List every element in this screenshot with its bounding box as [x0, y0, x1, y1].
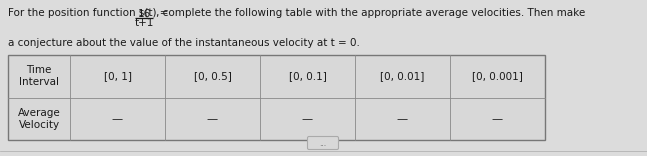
Text: , complete the following table with the appropriate average velocities. Then mak: , complete the following table with the …	[156, 8, 586, 18]
Text: a conjecture about the value of the instantaneous velocity at t = 0.: a conjecture about the value of the inst…	[8, 38, 360, 48]
Text: [0, 0.01]: [0, 0.01]	[380, 71, 424, 81]
Text: [0, 0.1]: [0, 0.1]	[289, 71, 327, 81]
Bar	[8, 55, 545, 140]
Text: —: —	[112, 114, 123, 124]
FancyBboxPatch shape	[307, 136, 338, 149]
Text: [0, 0.5]: [0, 0.5]	[193, 71, 232, 81]
Text: [0, 0.001]: [0, 0.001]	[472, 71, 523, 81]
Text: For the position function s(t) =: For the position function s(t) =	[8, 8, 171, 18]
Text: —: —	[397, 114, 408, 124]
Bar	[8, 98, 545, 140]
Text: 16: 16	[137, 9, 151, 19]
Text: —: —	[302, 114, 313, 124]
Text: t+1: t+1	[135, 18, 154, 28]
Text: —: —	[207, 114, 218, 124]
Text: ...: ...	[320, 139, 327, 148]
Bar	[8, 55, 545, 98]
Text: —: —	[492, 114, 503, 124]
Text: Time
Interval: Time Interval	[19, 65, 59, 88]
Text: [0, 1]: [0, 1]	[104, 71, 131, 81]
Text: Average
Velocity: Average Velocity	[17, 107, 60, 130]
